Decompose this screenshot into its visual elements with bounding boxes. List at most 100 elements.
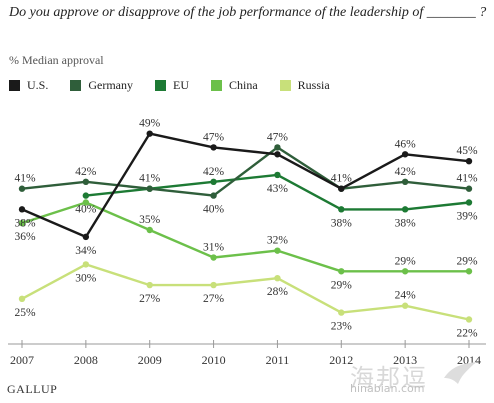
data-point — [146, 281, 153, 289]
data-point — [82, 199, 90, 206]
legend-label: China — [229, 77, 258, 92]
data-point — [210, 144, 217, 151]
legend-item: China — [211, 78, 258, 93]
data-label: 43% — [267, 183, 289, 195]
watermark-url: hinabian.com — [350, 382, 425, 395]
data-point — [274, 171, 281, 179]
chart-title: Do you approve or disapprove of the job … — [9, 5, 487, 20]
series-line — [20, 201, 471, 273]
gallup-logo: GALLUP — [7, 382, 58, 396]
data-label: 36% — [14, 231, 36, 243]
data-label: 27% — [203, 293, 225, 305]
data-label: 23% — [331, 321, 353, 333]
x-tick-label: 2014 — [457, 353, 481, 367]
legend-item: Germany — [70, 78, 133, 93]
data-point — [274, 144, 281, 151]
data-point — [338, 206, 345, 213]
data-point — [18, 219, 26, 227]
data-point — [82, 178, 90, 186]
x-tick-label: 2011 — [266, 353, 290, 367]
legend-swatch — [155, 79, 166, 91]
x-tick-label: 2008 — [74, 353, 98, 367]
data-label: 42% — [203, 166, 225, 178]
data-label: 28% — [267, 286, 289, 298]
data-point — [338, 268, 345, 275]
data-label: 22% — [456, 327, 478, 339]
data-point — [82, 233, 90, 241]
legend-swatch — [70, 79, 82, 91]
x-tick-label: 2009 — [138, 353, 162, 367]
legend: U.S. Germany EU China Russia — [9, 77, 352, 93]
data-point — [465, 316, 473, 323]
data-point — [210, 281, 217, 289]
data-point — [338, 309, 345, 316]
data-label: 46% — [395, 138, 417, 150]
series-line — [20, 146, 471, 197]
x-tick-label: 2007 — [10, 353, 34, 367]
bird-icon — [444, 362, 476, 384]
data-point — [465, 199, 473, 206]
data-point — [465, 268, 473, 275]
data-label: 40% — [203, 204, 225, 216]
data-label: 39% — [456, 210, 478, 222]
data-label: 24% — [395, 290, 417, 302]
data-point — [274, 151, 281, 158]
data-point — [18, 206, 26, 213]
data-label: 31% — [203, 242, 225, 254]
data-label: 38% — [331, 217, 353, 229]
data-point — [146, 130, 153, 137]
data-point — [401, 206, 409, 213]
data-label: 45% — [456, 145, 478, 157]
data-point — [274, 274, 281, 282]
data-point — [18, 295, 26, 303]
data-label: 29% — [331, 279, 353, 291]
legend-label: Germany — [88, 77, 133, 92]
data-point — [401, 302, 409, 309]
data-point — [146, 185, 153, 192]
data-point — [465, 185, 473, 192]
legend-swatch — [9, 79, 20, 91]
data-label: 49% — [139, 118, 161, 130]
data-point — [338, 185, 345, 192]
data-label: 32% — [267, 235, 289, 247]
data-point — [18, 185, 26, 192]
data-label: 40% — [75, 204, 97, 216]
data-label: 38% — [14, 217, 36, 229]
data-label: 42% — [75, 166, 97, 178]
data-point — [210, 192, 217, 199]
series-line — [20, 132, 471, 239]
watermark-text: 海邦逗 — [350, 364, 428, 392]
data-point — [82, 261, 90, 268]
data-point — [401, 178, 409, 186]
data-label: 41% — [139, 173, 161, 185]
data-label: 30% — [75, 272, 97, 284]
series-line — [20, 263, 471, 321]
data-label: 47% — [267, 131, 289, 143]
data-point — [401, 151, 409, 158]
data-label: 29% — [395, 255, 417, 267]
data-point — [274, 247, 281, 254]
data-label: 38% — [395, 217, 417, 229]
chart-subtitle: % Median approval — [9, 53, 104, 67]
x-tick-label: 2012 — [329, 353, 353, 367]
legend-label: U.S. — [27, 77, 49, 92]
data-label: 34% — [75, 245, 97, 257]
data-label: 41% — [331, 173, 353, 185]
legend-label: EU — [173, 77, 189, 92]
x-tick-label: 2013 — [393, 353, 417, 367]
legend-item: EU — [155, 78, 189, 93]
legend-swatch — [211, 79, 222, 91]
data-label: 41% — [456, 173, 478, 185]
x-tick-label: 2010 — [202, 353, 226, 367]
legend-swatch — [279, 79, 291, 91]
data-point — [146, 226, 153, 234]
data-point — [401, 268, 409, 275]
data-label: 41% — [14, 173, 36, 185]
data-point — [210, 178, 217, 186]
data-label: 47% — [203, 131, 225, 143]
legend-item: U.S. — [9, 78, 48, 93]
data-point — [465, 157, 473, 165]
data-label: 25% — [14, 307, 36, 319]
data-label: 27% — [139, 293, 161, 305]
data-label: 35% — [139, 214, 161, 226]
